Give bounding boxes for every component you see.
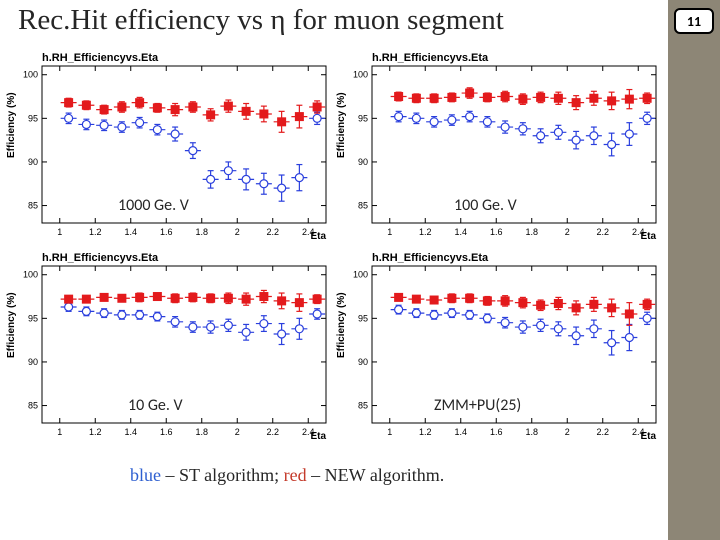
legend-caption: blue – ST algorithm; red – NEW algorithm… xyxy=(130,465,444,486)
svg-text:2.2: 2.2 xyxy=(596,227,609,237)
svg-text:1: 1 xyxy=(57,227,62,237)
svg-text:100: 100 xyxy=(23,270,38,280)
svg-text:1.4: 1.4 xyxy=(124,227,137,237)
caption-red: red xyxy=(284,465,307,485)
svg-text:95: 95 xyxy=(358,113,368,123)
caption-blue: blue xyxy=(130,465,161,485)
svg-text:1.8: 1.8 xyxy=(195,227,208,237)
chart-svg-0: 1 1.2 1.4 1.6 1.8 2 2.2 2.4 85 90 95 100 xyxy=(4,48,334,248)
svg-text:90: 90 xyxy=(28,357,38,367)
svg-text:1.4: 1.4 xyxy=(454,427,467,437)
svg-text:85: 85 xyxy=(28,401,38,411)
svg-text:2: 2 xyxy=(565,227,570,237)
svg-text:1.8: 1.8 xyxy=(195,427,208,437)
panel-energy-label: 100 Ge. V xyxy=(454,196,517,215)
svg-text:1.6: 1.6 xyxy=(490,427,503,437)
svg-text:1.2: 1.2 xyxy=(419,427,432,437)
svg-text:1.2: 1.2 xyxy=(419,227,432,237)
sidebar-accent xyxy=(668,0,720,540)
svg-text:1.2: 1.2 xyxy=(89,427,102,437)
svg-text:2: 2 xyxy=(235,427,240,437)
svg-text:2.2: 2.2 xyxy=(266,227,279,237)
chart-grid: h.RH_Efficiencyvs.Eta Efficiency (%) Eta… xyxy=(4,48,664,448)
svg-text:95: 95 xyxy=(28,313,38,323)
caption-mid2: – NEW algorithm. xyxy=(307,465,445,485)
svg-text:1: 1 xyxy=(387,227,392,237)
svg-text:100: 100 xyxy=(353,70,368,80)
svg-text:1.8: 1.8 xyxy=(525,227,538,237)
svg-text:85: 85 xyxy=(28,201,38,211)
caption-mid1: – ST algorithm; xyxy=(161,465,284,485)
svg-text:85: 85 xyxy=(358,201,368,211)
panel-100gev: h.RH_Efficiencyvs.Eta Efficiency (%) Eta… xyxy=(334,48,664,248)
svg-text:1.6: 1.6 xyxy=(160,227,173,237)
svg-text:2.2: 2.2 xyxy=(596,427,609,437)
svg-text:90: 90 xyxy=(358,357,368,367)
svg-text:2.4: 2.4 xyxy=(302,227,315,237)
panel-1000gev: h.RH_Efficiencyvs.Eta Efficiency (%) Eta… xyxy=(4,48,334,248)
chart-svg-1: 1 1.2 1.4 1.6 1.8 2 2.2 2.4 85 90 95 100 xyxy=(334,48,664,248)
chart-svg-3: 1 1.2 1.4 1.6 1.8 2 2.2 2.4 85 90 95 100 xyxy=(334,248,664,448)
svg-text:85: 85 xyxy=(358,401,368,411)
svg-text:100: 100 xyxy=(23,70,38,80)
svg-text:2.4: 2.4 xyxy=(302,427,315,437)
panel-energy-label: 1000 Ge. V xyxy=(118,196,189,215)
panel-10gev: h.RH_Efficiencyvs.Eta Efficiency (%) Eta… xyxy=(4,248,334,448)
panel-zmmpu25: h.RH_Efficiencyvs.Eta Efficiency (%) Eta… xyxy=(334,248,664,448)
svg-text:1.6: 1.6 xyxy=(160,427,173,437)
svg-text:2.4: 2.4 xyxy=(632,227,645,237)
page-number: 11 xyxy=(687,13,701,30)
page-number-badge: 11 xyxy=(674,8,714,34)
svg-text:1.4: 1.4 xyxy=(124,427,137,437)
svg-text:90: 90 xyxy=(28,157,38,167)
chart-svg-2: 1 1.2 1.4 1.6 1.8 2 2.2 2.4 85 90 95 100 xyxy=(4,248,334,448)
svg-text:2: 2 xyxy=(235,227,240,237)
svg-text:90: 90 xyxy=(358,157,368,167)
svg-text:95: 95 xyxy=(358,313,368,323)
svg-text:1.4: 1.4 xyxy=(454,227,467,237)
svg-text:100: 100 xyxy=(353,270,368,280)
panel-energy-label: ZMM+PU(25) xyxy=(434,396,521,415)
svg-text:2: 2 xyxy=(565,427,570,437)
svg-text:2.2: 2.2 xyxy=(266,427,279,437)
svg-text:1.6: 1.6 xyxy=(490,227,503,237)
svg-text:1.2: 1.2 xyxy=(89,227,102,237)
slide-title: Rec.Hit efficiency vs η for muon segment xyxy=(18,4,504,37)
svg-text:1: 1 xyxy=(387,427,392,437)
svg-text:95: 95 xyxy=(28,113,38,123)
svg-text:1: 1 xyxy=(57,427,62,437)
svg-text:2.4: 2.4 xyxy=(632,427,645,437)
svg-text:1.8: 1.8 xyxy=(525,427,538,437)
panel-energy-label: 10 Ge. V xyxy=(128,396,183,415)
